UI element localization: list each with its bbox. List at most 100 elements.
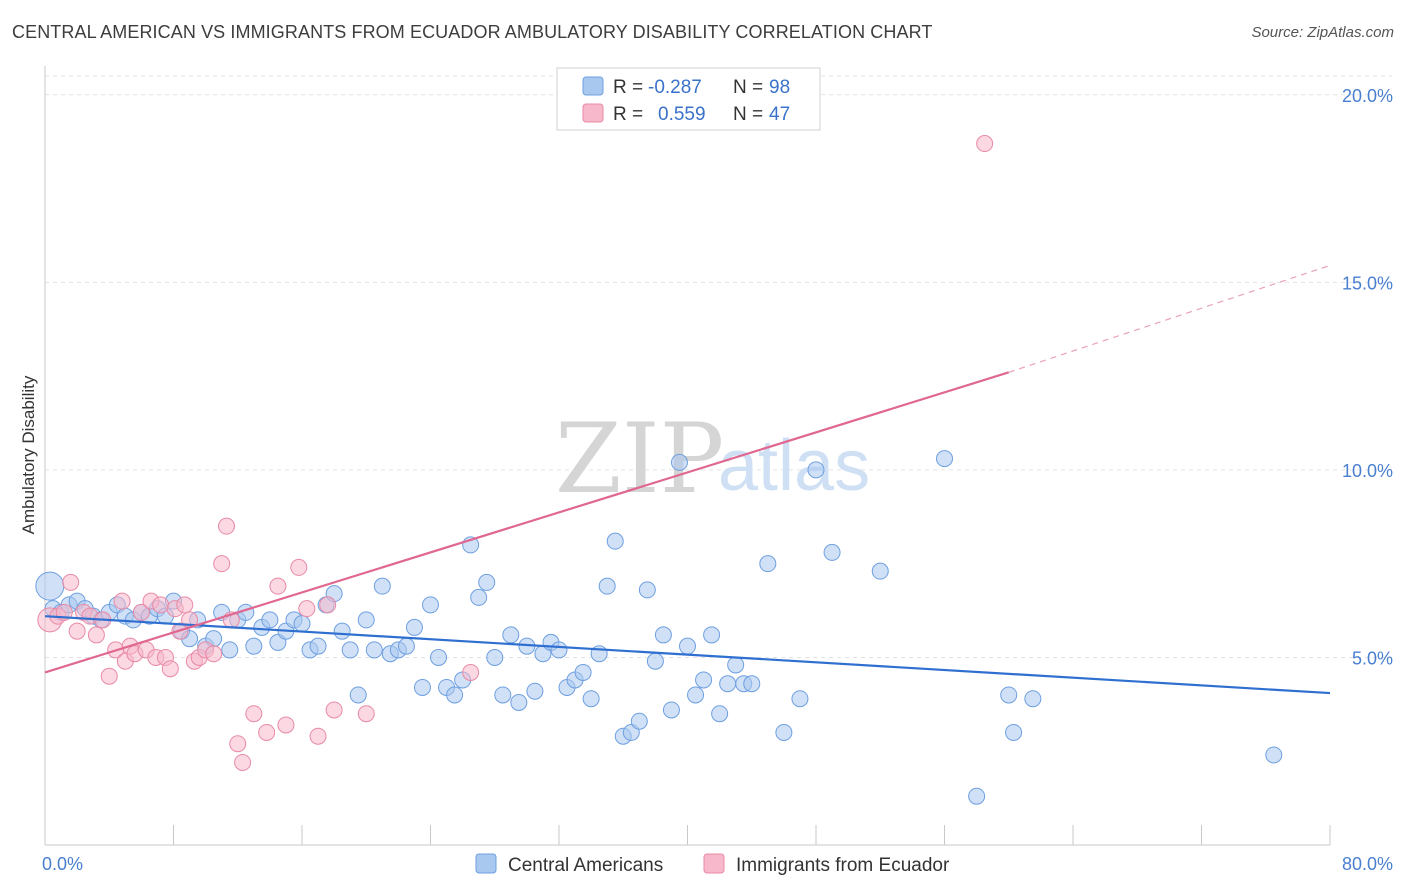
x-tick-label: 80.0%: [1342, 854, 1393, 874]
data-point: [679, 637, 696, 655]
legend-box: R = -0.287 N = 98 R = 0.559 N = 47: [556, 67, 821, 131]
data-point: [413, 678, 431, 696]
data-point: [550, 641, 568, 659]
data-point: [113, 592, 131, 610]
data-point: [325, 701, 343, 719]
data-point: [598, 577, 616, 595]
data-point: [606, 532, 624, 550]
y-tick-label: 15.0%: [1342, 273, 1393, 293]
bottom-legend-label-central-americans: Central Americans: [508, 855, 663, 876]
data-point: [258, 723, 276, 741]
data-point: [309, 727, 327, 745]
axes: [44, 66, 1331, 846]
data-points: [35, 135, 1283, 805]
data-point: [711, 705, 729, 723]
data-point: [35, 571, 65, 601]
watermark-atlas: atlas: [718, 426, 870, 506]
trend-line: [44, 615, 1331, 695]
data-point: [807, 461, 825, 479]
y-axis-label: Ambulatory Disability: [19, 375, 38, 534]
legend-r-value: 0.559: [658, 104, 706, 125]
data-point: [100, 667, 118, 685]
data-point: [161, 660, 179, 678]
data-point: [574, 663, 592, 681]
data-point: [743, 675, 761, 693]
data-point: [791, 690, 809, 708]
data-point: [205, 645, 223, 663]
data-point: [502, 626, 520, 644]
data-point: [213, 555, 231, 573]
data-point: [687, 686, 705, 704]
data-point: [245, 637, 263, 655]
trend-lines: [44, 264, 1331, 695]
data-point: [446, 686, 464, 704]
bottom-legend-swatch-immigrants-ecuador: [703, 853, 725, 874]
data-point: [319, 596, 337, 614]
data-point: [775, 723, 793, 741]
data-point: [968, 787, 986, 805]
data-point: [365, 641, 383, 659]
data-point: [132, 603, 150, 621]
bottom-legend-label-immigrants-ecuador: Immigrants from Ecuador: [736, 855, 950, 876]
data-point: [936, 450, 953, 468]
legend-swatch-central-americans: [582, 76, 604, 96]
data-point: [638, 581, 656, 599]
legend-r-label: R =: [613, 104, 643, 125]
data-point: [62, 573, 80, 591]
data-point: [630, 712, 648, 730]
data-point: [373, 577, 391, 595]
data-point: [357, 705, 375, 723]
data-point: [662, 701, 680, 719]
data-point: [871, 562, 889, 580]
data-point: [269, 577, 287, 595]
legend-n-label: N =: [733, 77, 763, 98]
data-point: [218, 517, 236, 535]
data-point: [290, 558, 308, 576]
data-point: [176, 596, 194, 614]
bottom-legend: Central Americans Immigrants from Ecuado…: [475, 853, 950, 876]
data-point: [1024, 690, 1042, 708]
watermark-zip: ZIP: [555, 403, 724, 515]
data-point: [1000, 686, 1018, 704]
data-point: [478, 573, 496, 591]
data-point: [1005, 723, 1023, 741]
data-point: [510, 693, 528, 711]
legend-r-label: R =: [613, 77, 643, 98]
data-point: [470, 588, 488, 606]
y-tick-label: 5.0%: [1352, 648, 1393, 668]
data-point: [486, 648, 504, 666]
data-point: [68, 622, 86, 640]
x-tick-labels: 0.0% 80.0%: [42, 854, 1393, 874]
y-tick-label: 20.0%: [1342, 86, 1393, 106]
data-point: [245, 705, 263, 723]
y-tick-labels: 5.0% 10.0% 15.0% 20.0%: [1342, 86, 1393, 669]
source-label: Source: ZipAtlas.com: [1251, 24, 1394, 41]
data-point: [727, 656, 745, 674]
data-point: [976, 135, 994, 153]
data-point: [526, 682, 544, 700]
data-point: [229, 735, 247, 753]
data-point: [422, 596, 439, 614]
legend-swatch-immigrants-ecuador: [582, 103, 604, 123]
x-tick-label: 0.0%: [42, 854, 83, 874]
data-point: [341, 641, 359, 659]
data-point: [582, 690, 600, 708]
data-point: [221, 641, 239, 659]
data-point: [823, 543, 841, 561]
trend-line: [44, 371, 1010, 674]
data-point: [703, 626, 721, 644]
trend-line-extension: [1008, 264, 1331, 373]
legend-n-value: 47: [769, 104, 790, 125]
chart-title: CENTRAL AMERICAN VS IMMIGRANTS FROM ECUA…: [12, 22, 933, 42]
data-point: [298, 600, 316, 618]
bottom-legend-swatch-central-americans: [475, 853, 497, 874]
data-point: [759, 555, 777, 573]
data-point: [309, 637, 327, 655]
legend-n-label: N =: [733, 104, 763, 125]
data-point: [1265, 746, 1283, 764]
data-point: [646, 652, 664, 670]
grid-lines: [45, 75, 1392, 658]
data-point: [430, 648, 448, 666]
y-tick-label: 10.0%: [1342, 461, 1393, 481]
